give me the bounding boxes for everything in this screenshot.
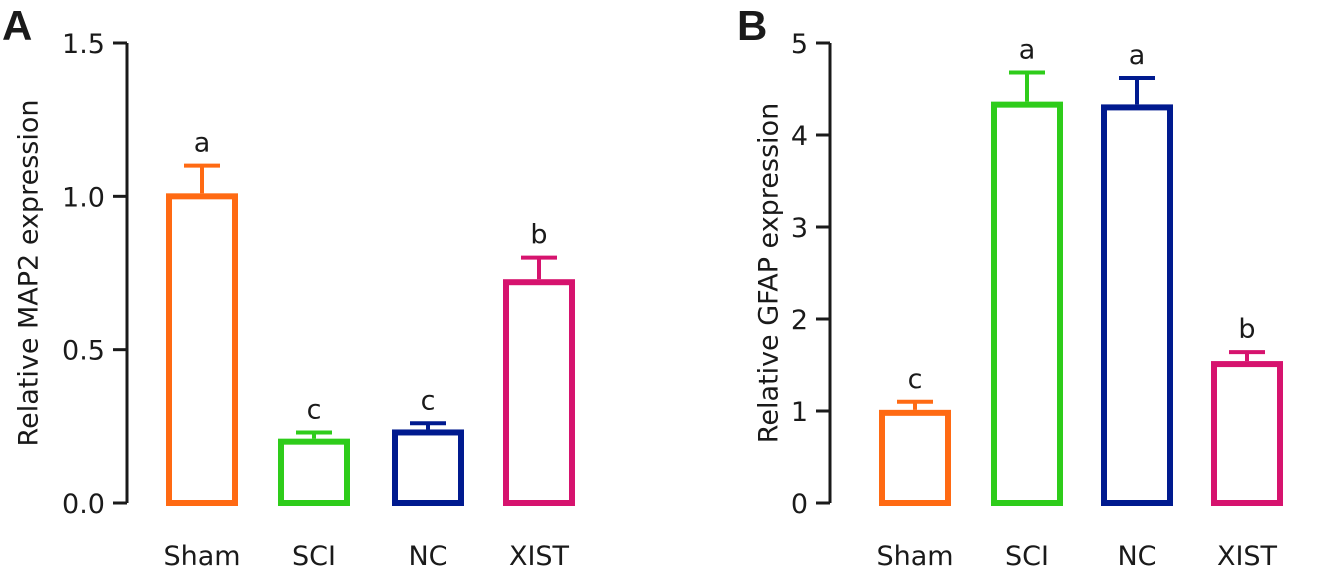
bar xyxy=(991,101,1063,506)
bar xyxy=(1211,361,1283,506)
y-tick-label: 1 xyxy=(791,397,808,428)
significance-label: c xyxy=(908,364,923,395)
significance-label: b xyxy=(1238,314,1255,345)
x-category-label: XIST xyxy=(509,541,570,572)
x-category-label: SCI xyxy=(292,541,336,572)
y-tick-label: 0 xyxy=(791,489,808,520)
significance-label: a xyxy=(1019,34,1036,65)
y-tick-label: 2 xyxy=(791,305,808,336)
y-tick-label: 1.0 xyxy=(62,182,105,213)
y-tick-label: 5 xyxy=(791,29,808,60)
significance-label: c xyxy=(421,385,436,416)
x-category-label: XIST xyxy=(1217,541,1278,572)
significance-label: a xyxy=(1129,40,1146,71)
bar xyxy=(166,193,238,506)
bar xyxy=(278,438,350,506)
x-category-label: SCI xyxy=(1005,541,1049,572)
x-category-label: NC xyxy=(1117,541,1156,572)
significance-label: b xyxy=(530,220,547,251)
x-category-label: NC xyxy=(408,541,447,572)
y-tick-label: 0.0 xyxy=(62,489,105,520)
significance-label: a xyxy=(194,128,211,159)
panel-letter: B xyxy=(737,2,767,49)
bar xyxy=(879,409,951,506)
x-category-label: Sham xyxy=(163,541,240,572)
panel-letter: A xyxy=(2,2,32,49)
bar xyxy=(1101,104,1173,507)
bar xyxy=(392,429,464,507)
panel-b: B 0 1 2 3 4 5 Relative GFAP expression c Sham a SCI… xyxy=(737,2,1283,572)
bar xyxy=(503,279,575,507)
y-tick-label: 3 xyxy=(791,213,808,244)
y-axis-title: Relative MAP2 expression xyxy=(14,100,45,447)
y-axis-title: Relative GFAP expression xyxy=(754,103,785,443)
y-tick-label: 1.5 xyxy=(62,29,105,60)
x-category-label: Sham xyxy=(876,541,953,572)
y-tick-label: 0.5 xyxy=(62,336,105,367)
y-tick-label: 4 xyxy=(791,121,808,152)
significance-label: c xyxy=(307,394,322,425)
panel-a: A 0.0 0.5 1.0 1.5 Relative MAP2 expression a Sh… xyxy=(2,2,575,572)
